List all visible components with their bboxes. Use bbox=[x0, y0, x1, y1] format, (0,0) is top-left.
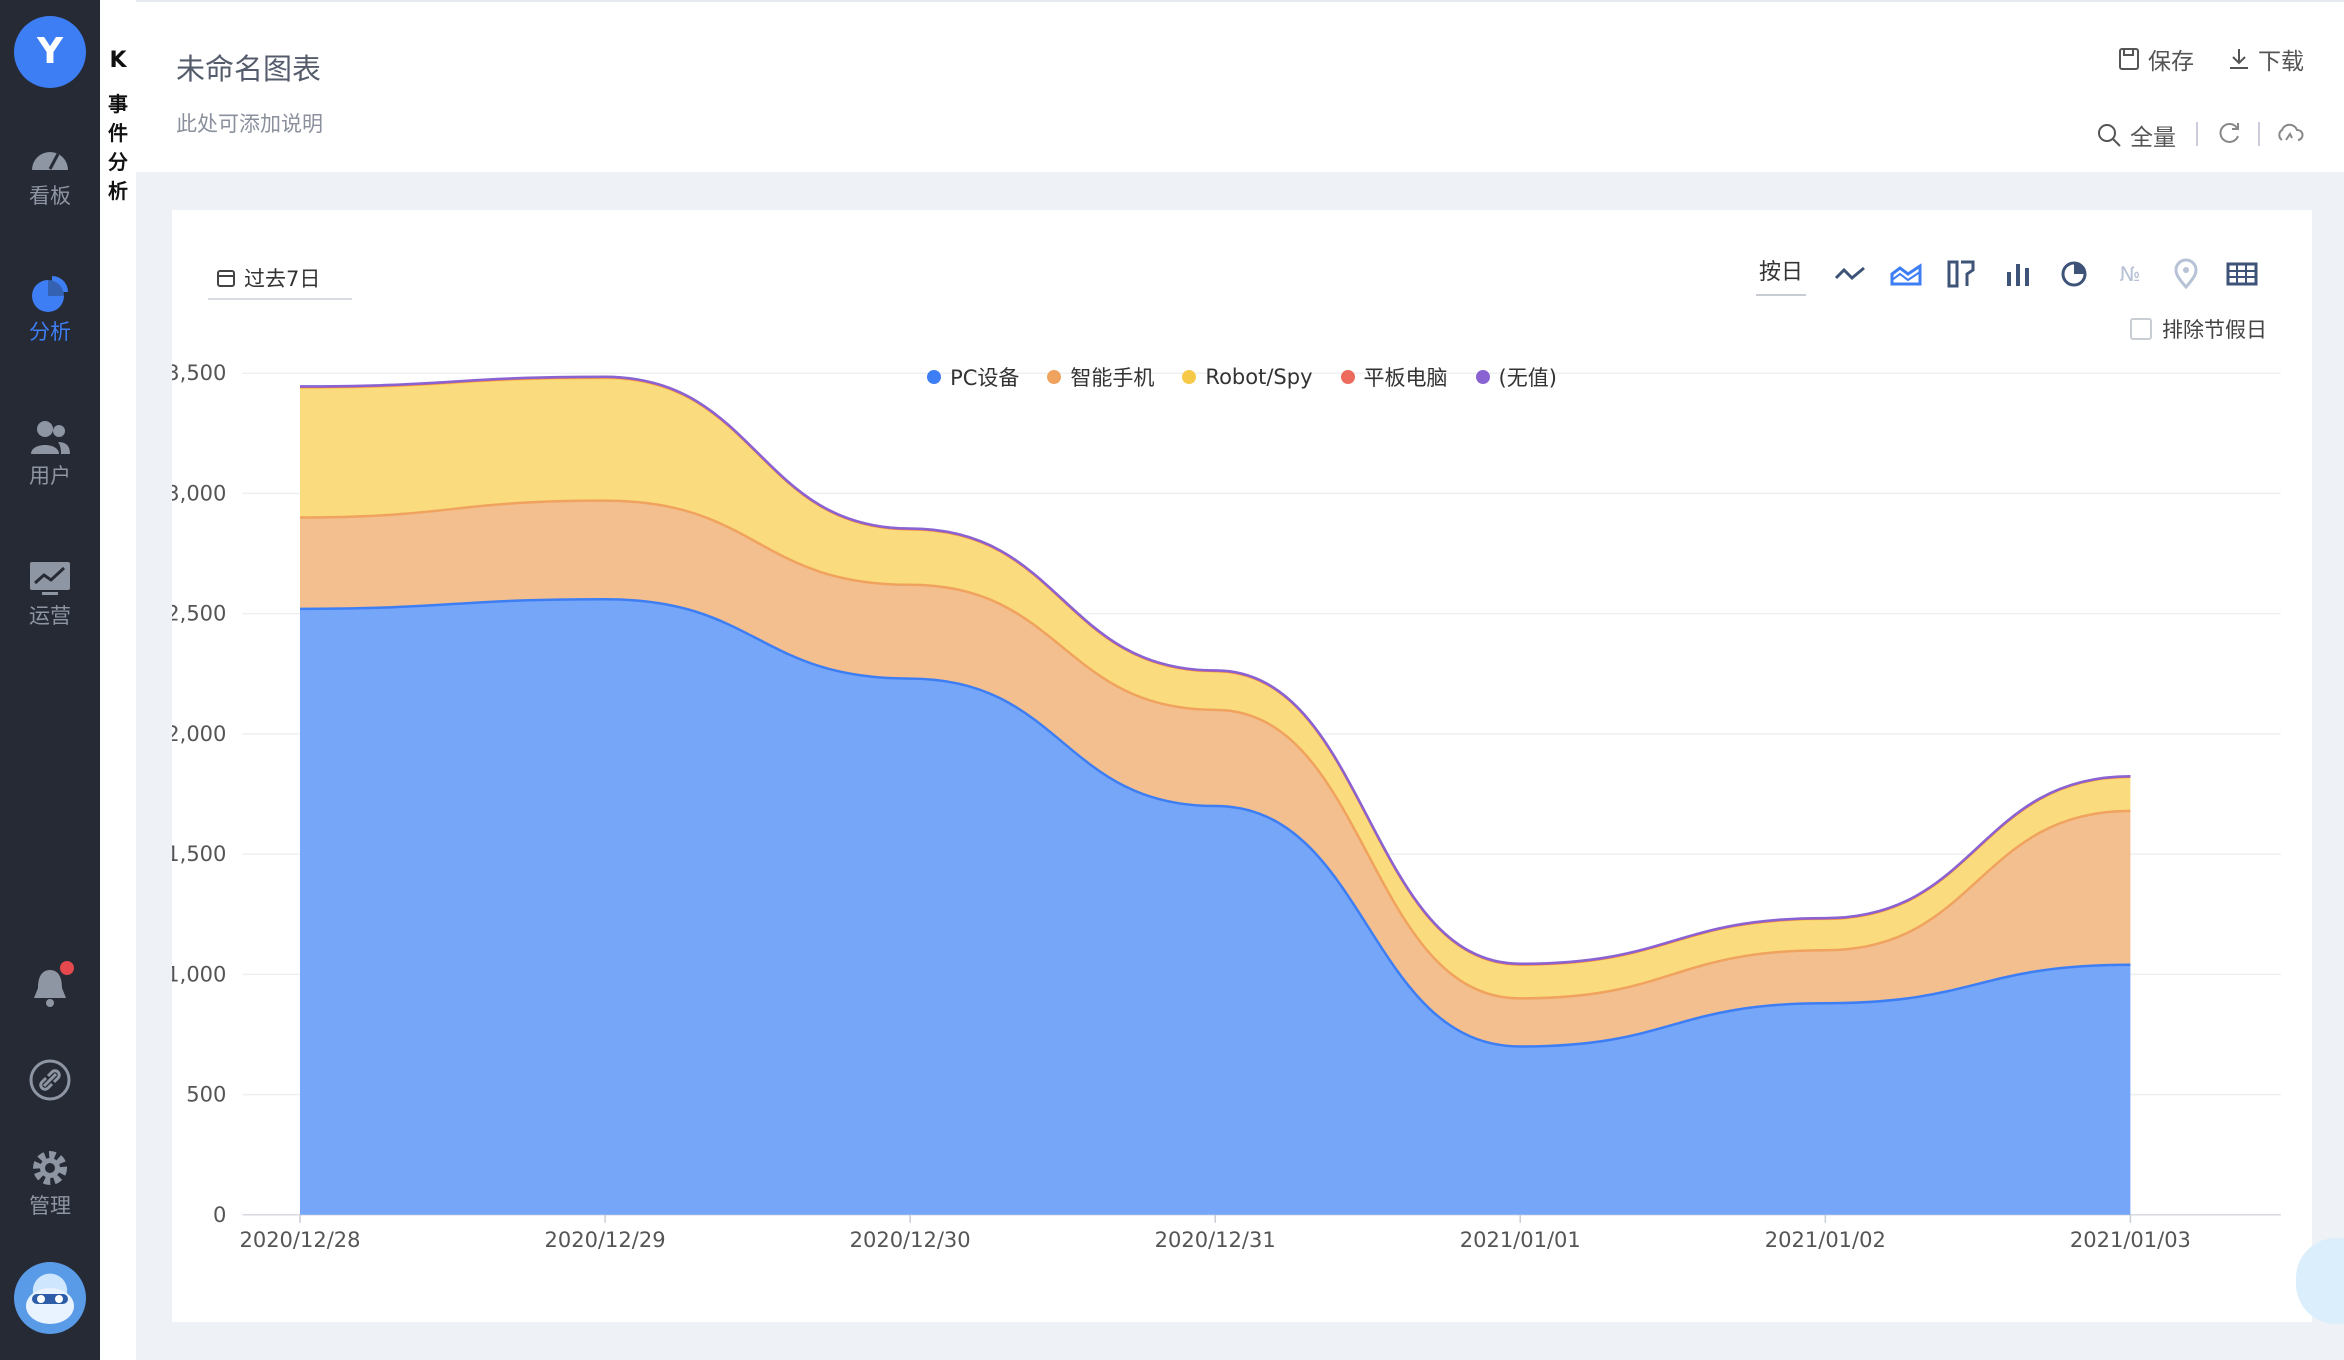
save-button[interactable]: 保存 bbox=[2118, 42, 2194, 76]
legend-dot bbox=[1475, 370, 1490, 384]
x-tick-label: 2020/12/31 bbox=[1155, 1228, 1276, 1252]
avatar[interactable] bbox=[14, 1262, 86, 1334]
area-series-1 bbox=[300, 500, 2131, 1047]
collapse-toggle[interactable]: K bbox=[109, 48, 127, 73]
divider bbox=[2258, 122, 2260, 146]
gear-icon bbox=[33, 1151, 67, 1185]
svg-text:№: № bbox=[2120, 262, 2141, 286]
bar-chart-icon[interactable] bbox=[2000, 256, 2036, 292]
nav-item-label: 管理 bbox=[29, 1194, 71, 1218]
nav-item-analysis[interactable]: 分析 bbox=[0, 274, 100, 346]
pie-chart-icon bbox=[32, 276, 68, 312]
nav-item-users[interactable]: 用户 bbox=[0, 418, 100, 490]
sub-nav-strip: K 事件分析 bbox=[100, 0, 136, 1360]
series-line-1 bbox=[299, 499, 2131, 1000]
scope-button[interactable]: 全量 bbox=[2096, 118, 2176, 152]
download-label: 下载 bbox=[2258, 49, 2304, 75]
legend-item[interactable]: 智能手机 bbox=[1047, 362, 1154, 392]
cloud-sync-icon[interactable] bbox=[2274, 120, 2304, 146]
legend-item[interactable]: (无值) bbox=[1475, 362, 1557, 392]
notification-badge bbox=[60, 961, 74, 975]
avatar-mascot-icon bbox=[26, 1288, 74, 1324]
legend-dot bbox=[1182, 370, 1197, 384]
refresh-icon[interactable] bbox=[2216, 120, 2242, 146]
x-tick-label: 2021/01/02 bbox=[1765, 1228, 1886, 1252]
chart-description[interactable]: 此处可添加说明 bbox=[176, 112, 323, 136]
dashboard-gauge-icon bbox=[32, 152, 68, 170]
legend-label: Robot/Spy bbox=[1205, 365, 1313, 389]
main-nav: Y 看板 分析 用户 运营 bbox=[0, 0, 100, 1360]
save-icon bbox=[2119, 48, 2139, 70]
series-line-0 bbox=[299, 597, 2131, 1048]
nav-item-label: 看板 bbox=[29, 184, 71, 208]
exclude-holidays-label: 排除节假日 bbox=[2162, 318, 2267, 342]
y-tick-label: 500 bbox=[186, 1083, 226, 1107]
y-tick-label: 3,500 bbox=[172, 361, 226, 385]
line-chart-icon[interactable] bbox=[1832, 256, 1868, 292]
y-tick-label: 2,000 bbox=[172, 722, 226, 746]
legend-item[interactable]: PC设备 bbox=[927, 362, 1019, 392]
section-label: 事件分析 bbox=[108, 92, 128, 203]
download-button[interactable]: 下载 bbox=[2228, 42, 2304, 76]
chart-card: 0 500 1,000 1,500 2,000 2,500 3,000 3,500 2020/1… bbox=[172, 210, 2312, 1322]
nav-item-label: 分析 bbox=[29, 320, 71, 344]
exclude-holidays-checkbox[interactable]: 排除节假日 bbox=[2130, 314, 2267, 344]
area-chart-icon[interactable] bbox=[1888, 256, 1924, 292]
x-tick-label: 2020/12/30 bbox=[850, 1228, 971, 1252]
x-tick-label: 2020/12/29 bbox=[545, 1228, 666, 1252]
y-tick-label: 1,000 bbox=[172, 962, 226, 986]
legend-label: PC设备 bbox=[950, 366, 1020, 390]
legend-label: 平板电脑 bbox=[1363, 366, 1448, 390]
funnel-icon[interactable] bbox=[1944, 256, 1980, 292]
legend-dot bbox=[1047, 370, 1062, 384]
users-icon bbox=[31, 421, 70, 454]
divider bbox=[2196, 122, 2198, 146]
legend-label: 智能手机 bbox=[1070, 366, 1155, 390]
number-icon[interactable]: № bbox=[2112, 256, 2148, 292]
page-title[interactable]: 未命名图表 bbox=[176, 52, 322, 86]
legend-item[interactable]: Robot/Spy bbox=[1182, 362, 1313, 392]
series-line-4 bbox=[299, 375, 2131, 966]
link-icon[interactable] bbox=[28, 1058, 72, 1102]
search-icon bbox=[2098, 124, 2121, 147]
checkbox-box[interactable] bbox=[2130, 318, 2152, 340]
monitor-chart-icon bbox=[30, 562, 70, 595]
nav-item-operations[interactable]: 运营 bbox=[0, 558, 100, 630]
legend-dot bbox=[927, 370, 942, 384]
area-chart: 0 500 1,000 1,500 2,000 2,500 3,000 3,500 2020/1… bbox=[172, 361, 2281, 1252]
area-series-2 bbox=[300, 378, 2131, 999]
nav-item-label: 用户 bbox=[29, 464, 71, 488]
nav-item-label: 运营 bbox=[29, 604, 71, 628]
calendar-icon bbox=[217, 270, 235, 287]
download-icon bbox=[2230, 49, 2248, 69]
pie-chart-icon[interactable] bbox=[2056, 256, 2092, 292]
date-range-picker[interactable]: 过去7日 bbox=[208, 258, 352, 300]
nav-item-admin[interactable]: 管理 bbox=[0, 1148, 100, 1220]
y-tick-label: 3,000 bbox=[172, 481, 226, 505]
save-label: 保存 bbox=[2148, 49, 2194, 75]
legend-label: (无值) bbox=[1498, 366, 1557, 390]
granularity-select[interactable]: 按日 bbox=[1756, 254, 1806, 296]
table-icon[interactable] bbox=[2224, 256, 2260, 292]
nav-item-dashboard[interactable]: 看板 bbox=[0, 138, 100, 210]
y-tick-label: 1,500 bbox=[172, 842, 226, 866]
date-range-label: 过去7日 bbox=[244, 267, 321, 291]
y-tick-label: 2,500 bbox=[172, 602, 226, 626]
map-pin-icon[interactable] bbox=[2168, 256, 2204, 292]
chart-header: 未命名图表 此处可添加说明 保存 下载 全量 bbox=[136, 0, 2344, 172]
bell-icon[interactable] bbox=[28, 966, 72, 1010]
chart-legend: PC设备 智能手机 Robot/Spy 平板电脑 (无值) bbox=[172, 362, 2312, 392]
legend-item[interactable]: 平板电脑 bbox=[1340, 362, 1448, 392]
x-tick-label: 2021/01/01 bbox=[1460, 1228, 1581, 1252]
legend-dot bbox=[1340, 370, 1355, 384]
x-tick-label: 2021/01/03 bbox=[2070, 1228, 2191, 1252]
workspace-logo[interactable]: Y bbox=[14, 16, 86, 88]
area-series-0 bbox=[300, 599, 2131, 1215]
x-tick-label: 2020/12/28 bbox=[239, 1228, 360, 1252]
y-tick-label: 0 bbox=[213, 1203, 226, 1227]
scope-label: 全量 bbox=[2130, 125, 2176, 151]
